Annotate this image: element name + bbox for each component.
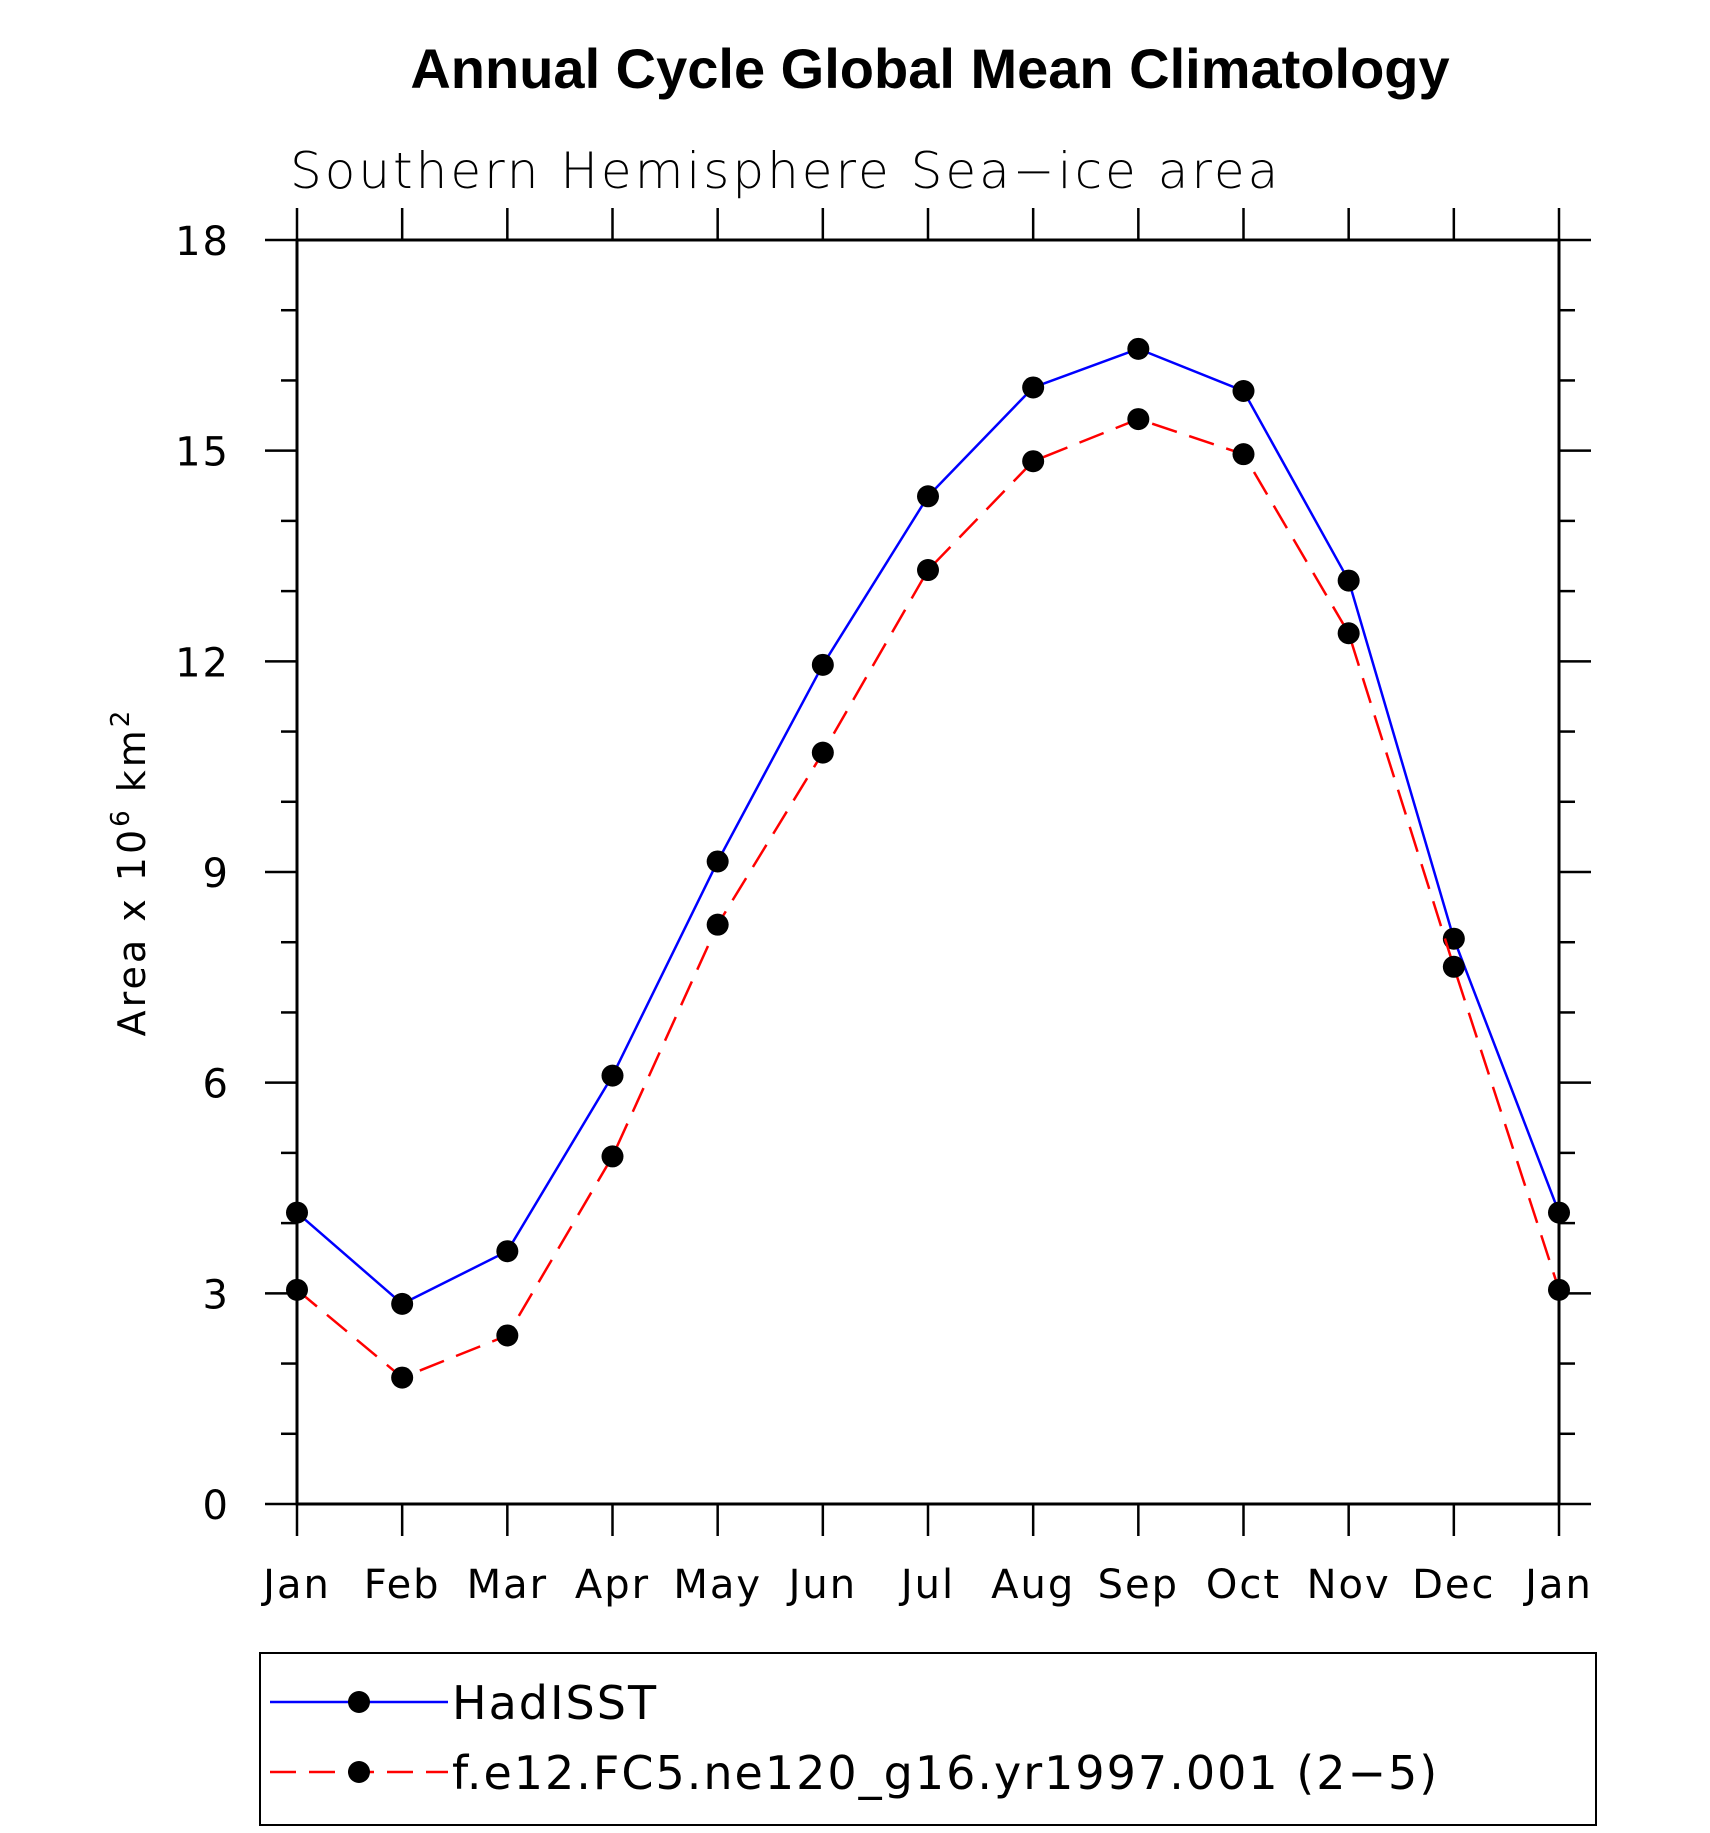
chart-subtitle: Southern Hemisphere Sea−ice area xyxy=(290,142,1281,200)
y-tick-label: 15 xyxy=(175,430,230,476)
legend-marker xyxy=(348,1691,370,1713)
x-tick-label: Dec xyxy=(1412,1562,1495,1608)
y-axis-ticks xyxy=(265,238,1591,1506)
data-point xyxy=(917,559,939,582)
y-axis-label-base: Area x 10 xyxy=(110,827,154,1036)
y-tick-label: 18 xyxy=(175,219,230,265)
data-point xyxy=(1022,450,1045,473)
data-point xyxy=(706,850,729,873)
data-point xyxy=(811,741,834,764)
x-tick-label: Jul xyxy=(898,1562,955,1608)
series-layer xyxy=(286,337,1570,1389)
data-point xyxy=(601,1064,624,1087)
data-point xyxy=(391,1292,414,1315)
x-axis-tick-labels: Jan Feb Mar Apr May Jun Jul Aug Sep Oct Nov Dec Jan xyxy=(260,1562,1593,1608)
y-tick-label: 12 xyxy=(175,640,230,686)
legend-label: f.e12.FC5.ne120_g16.yr1997.001 (2−5) xyxy=(452,1746,1439,1800)
data-point xyxy=(391,1366,414,1389)
x-tick-label: Jan xyxy=(260,1562,331,1608)
legend-item: HadISST xyxy=(270,1676,658,1730)
legend-box xyxy=(259,1652,1597,1826)
data-point xyxy=(496,1240,519,1263)
legend-marker xyxy=(348,1761,370,1783)
x-tick-label: Jan xyxy=(1522,1562,1593,1608)
x-tick-label: Feb xyxy=(364,1562,441,1608)
data-point xyxy=(1442,927,1465,950)
x-tick-label: Sep xyxy=(1098,1562,1179,1608)
data-point xyxy=(706,913,729,936)
data-point xyxy=(286,1278,308,1301)
data-point xyxy=(1022,376,1045,399)
y-axis-label-unit: km xyxy=(110,727,154,807)
y-tick-label: 9 xyxy=(203,851,230,897)
data-point xyxy=(917,485,939,508)
chart-title: Annual Cycle Global Mean Climatology xyxy=(410,37,1449,100)
x-tick-label: May xyxy=(673,1562,762,1608)
data-point xyxy=(1548,1201,1570,1224)
y-axis-tick-labels: 0 3 6 9 12 15 18 xyxy=(175,219,230,1529)
legend-item: f.e12.FC5.ne120_g16.yr1997.001 (2−5) xyxy=(270,1746,1439,1800)
data-point xyxy=(811,653,834,676)
data-point xyxy=(1232,443,1255,466)
data-point xyxy=(1337,622,1360,645)
y-axis-label-unit-exponent: 2 xyxy=(106,708,136,728)
x-tick-label: Aug xyxy=(991,1562,1075,1608)
data-point xyxy=(601,1145,624,1168)
legend: HadISST f.e12.FC5.ne120_g16.yr1997.001 (2… xyxy=(270,1676,1439,1800)
y-tick-label: 6 xyxy=(203,1062,230,1108)
y-axis-label: Area x 106 km2 xyxy=(106,708,154,1037)
x-tick-label: Jun xyxy=(786,1562,858,1608)
plot-frame xyxy=(295,238,1561,1506)
x-tick-label: Oct xyxy=(1206,1562,1281,1608)
series-0 xyxy=(286,337,1570,1315)
y-tick-label: 0 xyxy=(203,1483,230,1529)
y-tick-label: 3 xyxy=(203,1272,230,1318)
data-point xyxy=(496,1324,519,1347)
y-axis-label-exponent: 6 xyxy=(106,807,136,827)
x-axis-ticks xyxy=(295,208,1561,1536)
x-tick-label: Apr xyxy=(575,1562,650,1608)
data-point xyxy=(1337,569,1360,592)
series-1 xyxy=(286,408,1570,1389)
data-point xyxy=(286,1201,308,1224)
x-tick-label: Nov xyxy=(1307,1562,1391,1608)
data-point xyxy=(1548,1278,1570,1301)
data-point xyxy=(1127,408,1150,431)
x-tick-label: Mar xyxy=(467,1562,548,1608)
legend-label: HadISST xyxy=(452,1676,658,1730)
data-point xyxy=(1232,379,1255,402)
data-point xyxy=(1127,337,1150,360)
data-point xyxy=(1442,955,1465,978)
